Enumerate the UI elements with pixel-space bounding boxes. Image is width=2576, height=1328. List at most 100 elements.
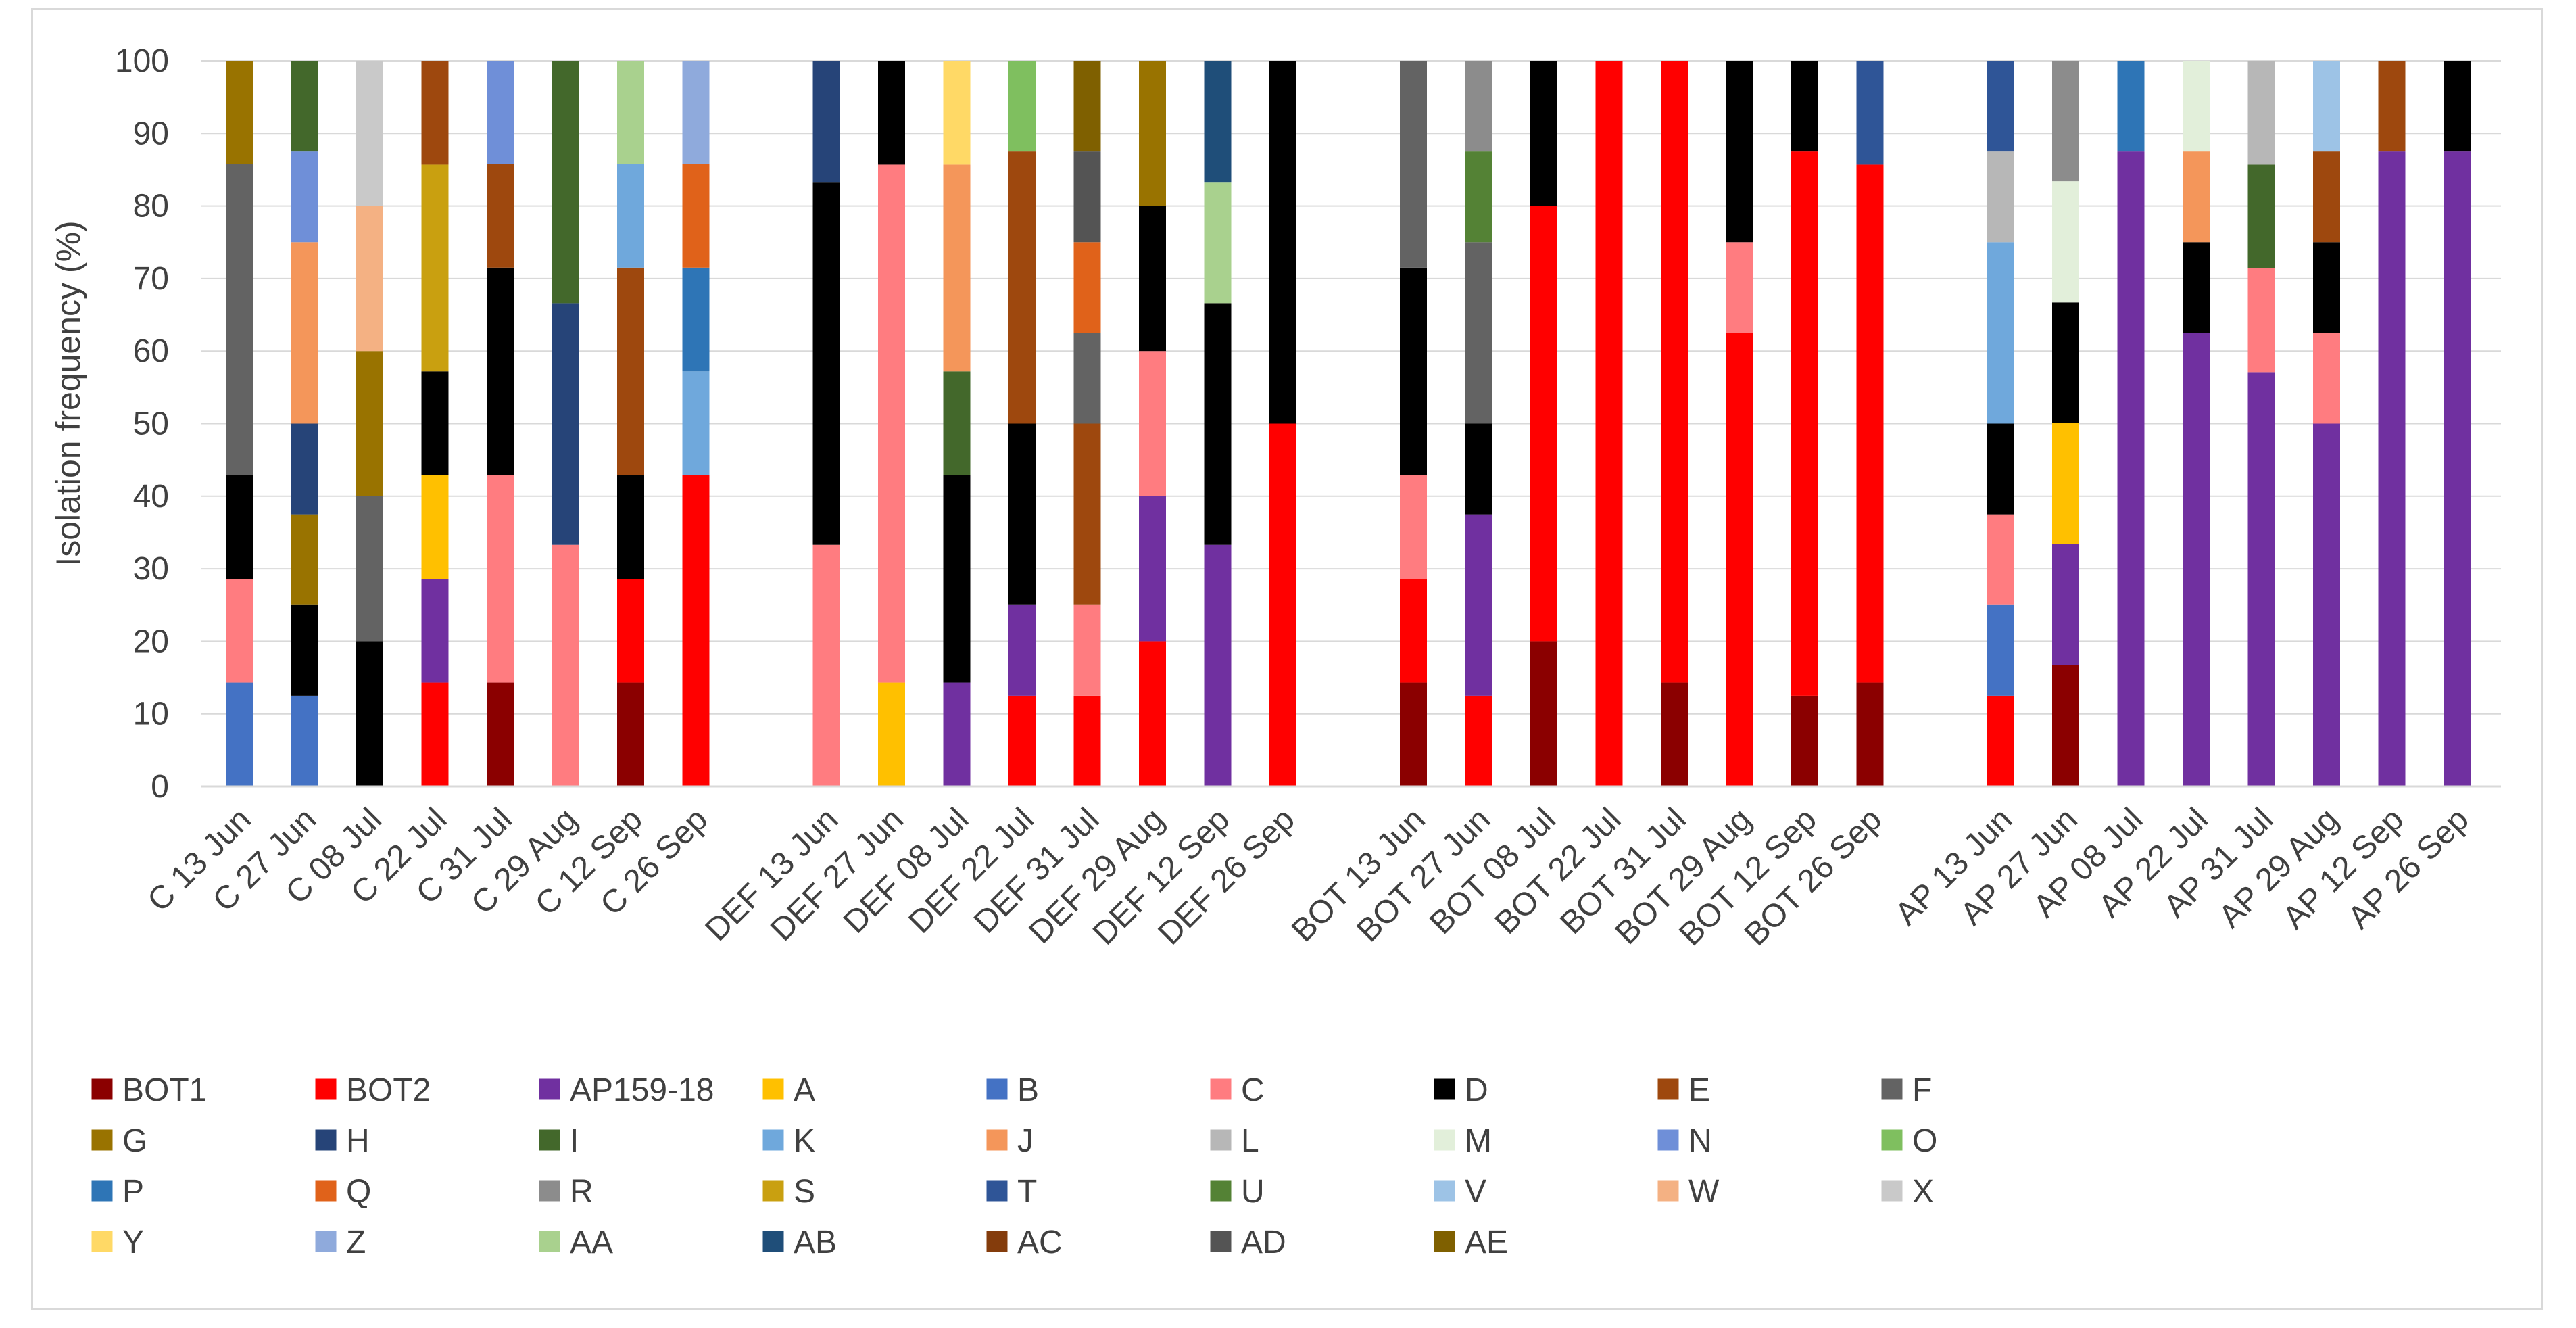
bar-segment-j [943, 164, 971, 372]
bar-segment-u [1465, 151, 1492, 243]
bar-segment-v [2313, 61, 2340, 152]
bar-segment-q [1073, 242, 1101, 333]
bar-segment-bot2 [1465, 695, 1492, 786]
legend-label: D [1465, 1072, 1488, 1108]
legend-item-a: A [762, 1072, 815, 1108]
y-tick-label: 60 [133, 333, 169, 369]
bar-segment-d [1008, 423, 1036, 605]
bar-segment-e [1008, 151, 1036, 424]
bar-c-22-jul [421, 61, 449, 786]
bars [226, 61, 2471, 786]
bar-segment-bot1 [1856, 682, 1884, 786]
bar-segment-i [943, 371, 971, 475]
bar-segment-a [2052, 423, 2079, 544]
legend-swatch [539, 1180, 560, 1202]
bar-segment-bot2 [1856, 164, 1884, 683]
bar-segment-bot2 [1008, 695, 1036, 786]
legend-item-j: J [986, 1123, 1034, 1159]
bar-segment-ap159-18 [2313, 423, 2340, 786]
bar-segment-n [291, 151, 318, 243]
bar-bot-12-sep [1791, 61, 1818, 786]
y-tick-label: 20 [133, 623, 169, 659]
bar-ap-12-sep [2378, 61, 2406, 786]
legend-label: O [1912, 1123, 1937, 1159]
legend-label: AD [1241, 1225, 1286, 1260]
legend-swatch [91, 1180, 113, 1202]
bar-segment-h [552, 303, 579, 545]
bar-segment-c [552, 544, 579, 786]
bar-segment-d [1269, 61, 1296, 424]
legend-item-m: M [1434, 1123, 1492, 1159]
legend-swatch [1434, 1180, 1455, 1202]
bar-segment-d [1400, 267, 1427, 475]
bar-c-29-aug [552, 61, 579, 786]
bar-segment-c [878, 164, 905, 683]
legend-swatch [1881, 1078, 1903, 1100]
bar-segment-ap159-18 [1204, 544, 1232, 786]
legend-item-z: Z [315, 1225, 366, 1260]
legend-item-ac: AC [986, 1225, 1063, 1260]
bar-segment-f [226, 164, 253, 475]
legend: BOT1 BOT2 AP159-18 A B C D E FG H I K J L M N OP Q R S T U V W X… [91, 1072, 1937, 1260]
bar-segment-ap159-18 [421, 579, 449, 683]
bar-segment-g [356, 351, 383, 496]
legend-item-q: Q [315, 1174, 371, 1210]
bar-segment-g [1139, 61, 1166, 206]
bar-segment-ap159-18 [2052, 544, 2079, 665]
legend-label: Z [346, 1225, 366, 1260]
legend-label: L [1241, 1123, 1259, 1159]
legend-item-y: Y [91, 1225, 144, 1260]
bar-bot-22-jul [1595, 61, 1623, 786]
bar-c-31-jul [487, 61, 514, 786]
bar-segment-z [682, 61, 710, 164]
legend-swatch [315, 1078, 337, 1100]
bar-segment-d [2183, 242, 2210, 333]
bar-segment-bot1 [2052, 665, 2079, 786]
bar-segment-i [2247, 164, 2275, 268]
bar-segment-t [1987, 61, 2014, 152]
legend-label: M [1465, 1123, 1492, 1159]
bar-segment-d [617, 475, 644, 579]
bar-segment-e [1073, 423, 1101, 605]
bar-segment-d [812, 182, 840, 545]
bar-segment-e [2378, 61, 2406, 152]
bar-ap-29-aug [2313, 61, 2340, 786]
bar-segment-f [356, 496, 383, 642]
legend-swatch [315, 1231, 337, 1252]
legend-item-bot2: BOT2 [315, 1072, 431, 1108]
legend-item-ap159-18: AP159-18 [539, 1072, 714, 1108]
bar-segment-bot2 [421, 682, 449, 786]
legend-item-r: R [539, 1174, 593, 1210]
legend-swatch [986, 1231, 1008, 1252]
bar-segment-ap159-18 [2183, 333, 2210, 786]
bar-segment-bot2 [1595, 61, 1623, 786]
bar-segment-d [356, 641, 383, 786]
bar-segment-m [2052, 181, 2079, 303]
bar-segment-bot1 [1530, 641, 1557, 786]
bar-segment-b [1987, 604, 2014, 696]
legend-swatch [539, 1078, 560, 1100]
bar-c-12-sep [617, 61, 644, 786]
bar-segment-bot2 [1987, 695, 2014, 786]
legend-label: C [1241, 1072, 1265, 1108]
bar-segment-d [2444, 61, 2471, 152]
legend-item-l: L [1210, 1123, 1259, 1159]
legend-label: H [346, 1123, 370, 1159]
legend-item-aa: AA [539, 1225, 613, 1260]
bar-segment-o [1008, 61, 1036, 152]
bar-segment-bot2 [1269, 423, 1296, 786]
bar-segment-d [1204, 303, 1232, 545]
legend-label: T [1017, 1174, 1037, 1210]
bar-segment-ae [1073, 61, 1101, 152]
legend-item-e: E [1657, 1072, 1710, 1108]
bar-segment-j [291, 242, 318, 424]
bar-segment-d [1987, 423, 2014, 515]
bar-def-31-jul [1073, 61, 1101, 786]
bar-segment-d [487, 267, 514, 475]
legend-swatch [1657, 1078, 1679, 1100]
legend-label: E [1688, 1072, 1710, 1108]
bar-segment-q [682, 164, 710, 268]
bar-segment-w [356, 206, 383, 352]
